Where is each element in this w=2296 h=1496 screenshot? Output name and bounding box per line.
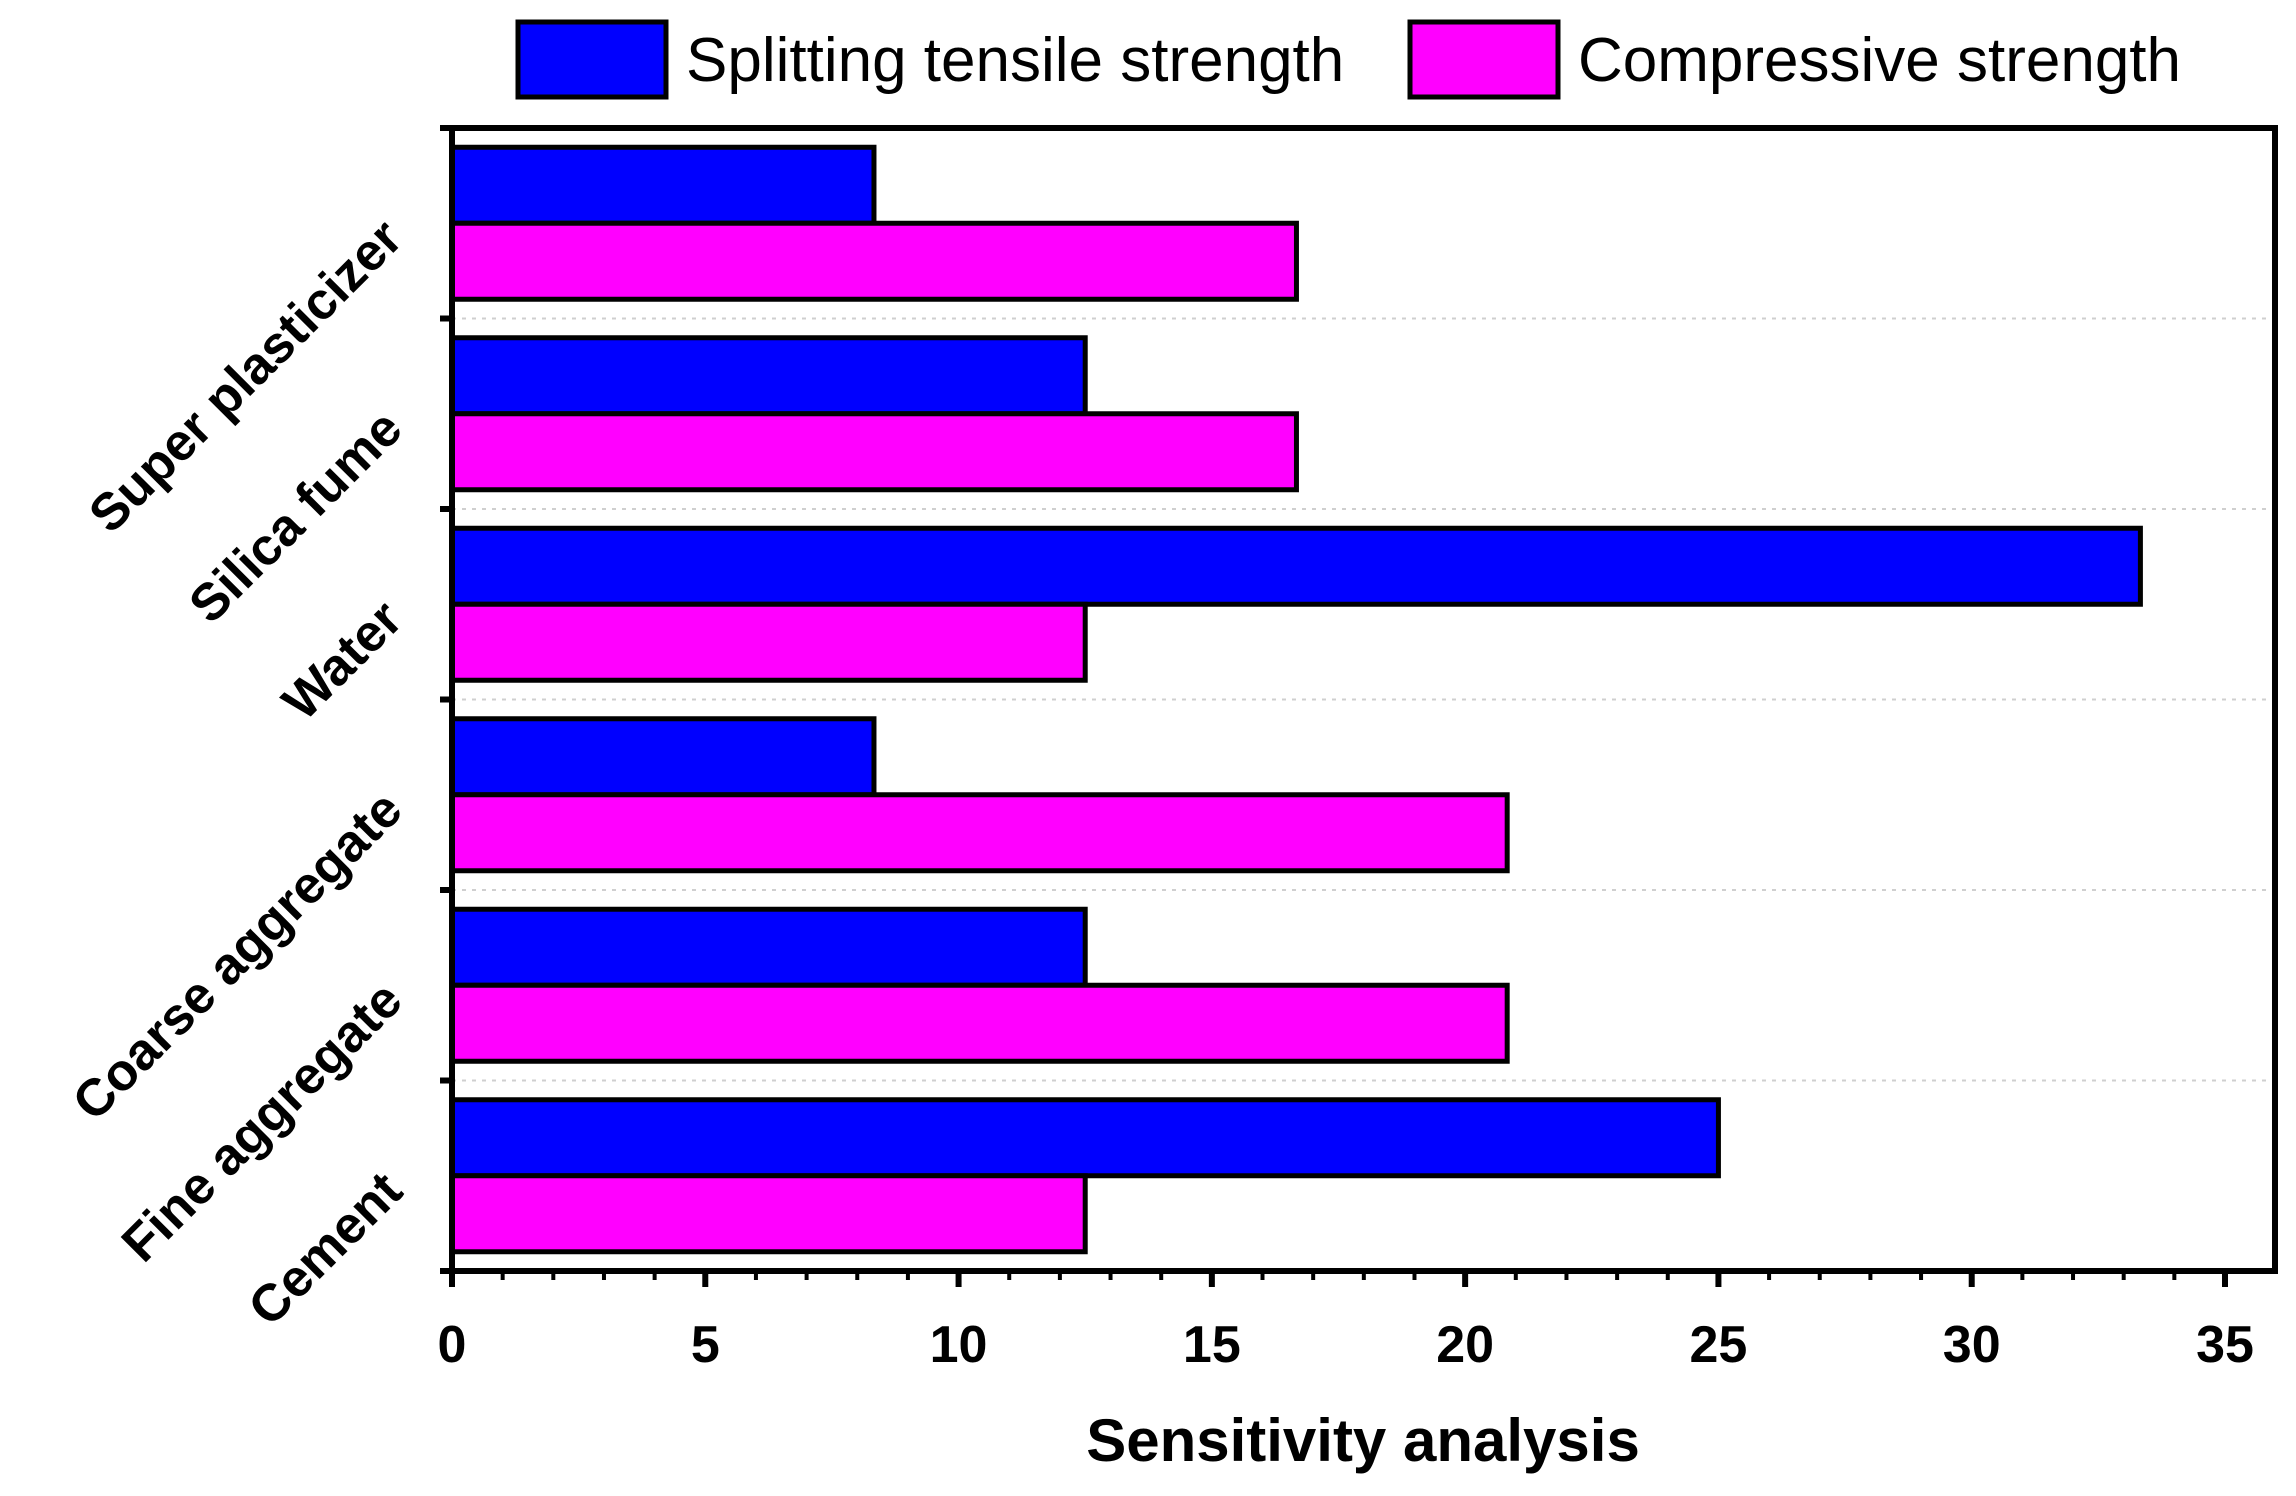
bar-splitting-tensile-strength-water	[449, 525, 2143, 607]
bars	[449, 144, 2143, 1255]
legend-swatch-compressive	[1407, 19, 1561, 100]
category-label: Super plasticizer	[78, 209, 413, 544]
bar-splitting-tensile-strength-coarse-aggregate	[449, 716, 877, 798]
legend-label-splitting: Splitting tensile strength	[686, 26, 1344, 95]
bar-compressive-strength-water	[449, 601, 1088, 683]
bar-compressive-strength-super-plasticizer	[449, 220, 1299, 302]
x-tick-label: 30	[1943, 1316, 2001, 1374]
bar-splitting-tensile-strength-cement	[449, 1097, 1721, 1179]
x-axis-title: Sensitivity analysis	[1086, 1407, 1640, 1474]
x-tick-label: 5	[691, 1316, 720, 1374]
x-axis-ticks	[449, 1271, 2228, 1287]
legend-swatch-splitting	[515, 19, 669, 100]
x-tick-label: 0	[438, 1316, 467, 1374]
x-tick-label: 25	[1690, 1316, 1748, 1374]
category-label: Cement	[238, 1161, 414, 1337]
bar-splitting-tensile-strength-silica-fume	[449, 335, 1088, 417]
x-tick-label: 10	[930, 1316, 988, 1374]
legend: Splitting tensile strength Compressive s…	[515, 19, 2181, 100]
category-separators	[452, 317, 2275, 1082]
legend-label-compressive: Compressive strength	[1578, 26, 2181, 95]
bar-compressive-strength-coarse-aggregate	[449, 792, 1510, 874]
y-axis-ticks	[440, 125, 452, 1274]
x-tick-label: 15	[1183, 1316, 1241, 1374]
x-tick-label: 20	[1436, 1316, 1494, 1374]
x-tick-labels: 0 5 10 15 20 25 30 35	[438, 1316, 2254, 1374]
bar-compressive-strength-cement	[449, 1173, 1088, 1255]
category-label: Water	[272, 590, 414, 732]
bar-splitting-tensile-strength-super-plasticizer	[449, 144, 877, 226]
bar-splitting-tensile-strength-fine-aggregate	[449, 906, 1088, 988]
bar-compressive-strength-fine-aggregate	[449, 982, 1510, 1064]
bar-compressive-strength-silica-fume	[449, 411, 1299, 493]
category-label: Coarse aggregate	[62, 780, 414, 1132]
x-tick-label: 35	[2196, 1316, 2254, 1374]
